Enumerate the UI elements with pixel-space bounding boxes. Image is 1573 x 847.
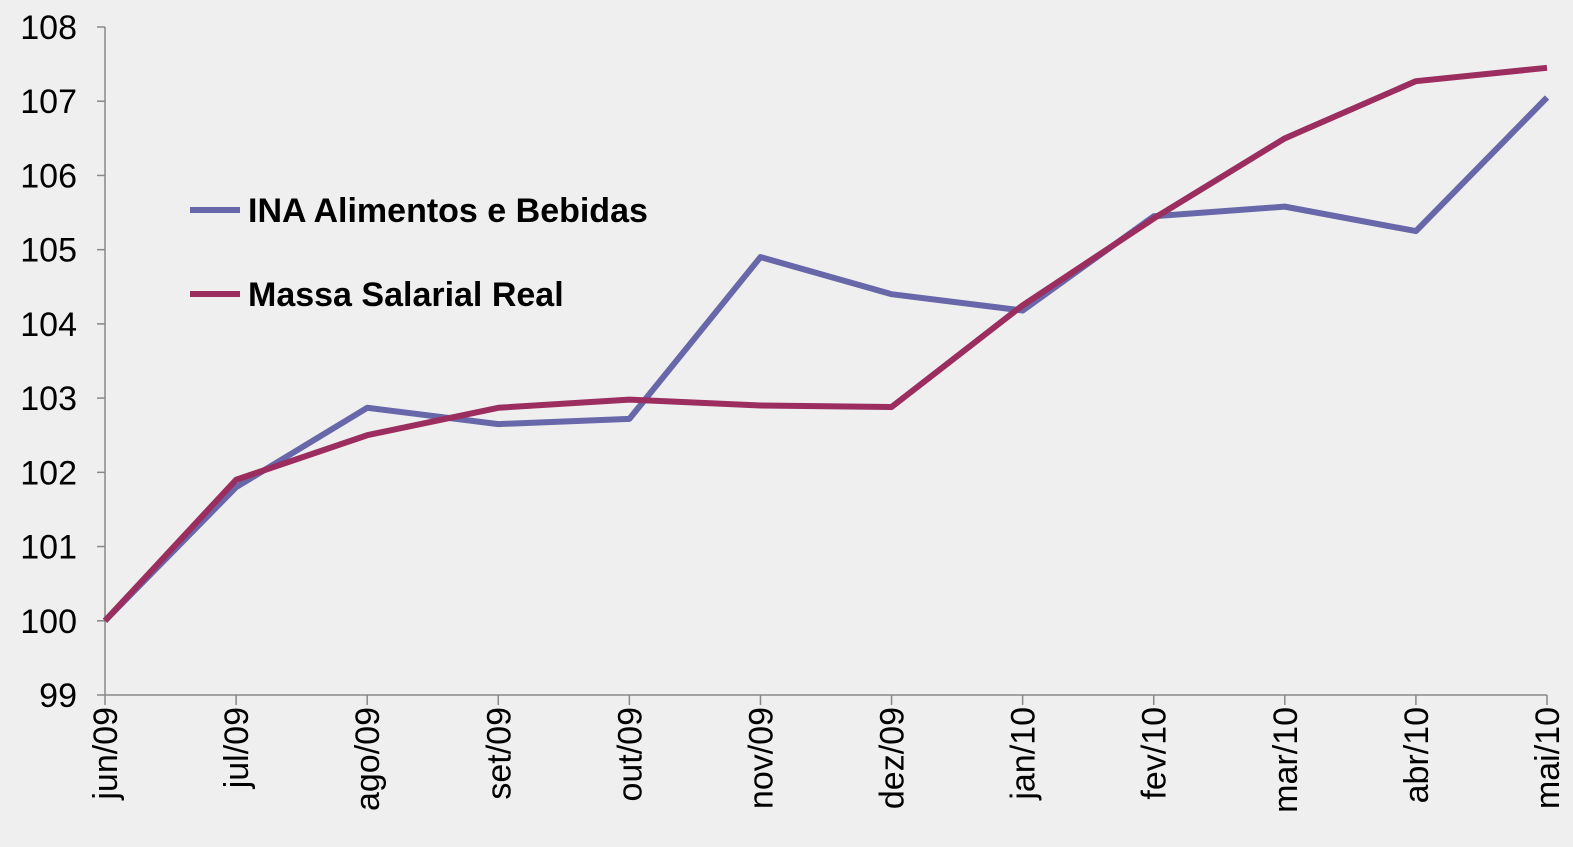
x-tick-label: abr/10 xyxy=(1398,707,1436,803)
y-tick-label: 106 xyxy=(20,157,77,195)
legend-label: Massa Salarial Real xyxy=(248,276,564,314)
x-tick-label: fev/10 xyxy=(1136,707,1174,800)
x-tick-label: set/09 xyxy=(480,707,518,800)
x-tick-label: jul/09 xyxy=(218,707,256,789)
x-tick-label: jun/09 xyxy=(87,707,125,801)
y-tick-label: 108 xyxy=(20,9,77,47)
x-tick-label: dez/09 xyxy=(874,707,912,809)
x-tick-label: jan/10 xyxy=(1005,707,1043,801)
line xyxy=(102,95,1550,623)
legend-label: INA Alimentos e Bebidas xyxy=(248,192,648,230)
y-tick-label: 104 xyxy=(20,306,77,344)
x-tick-label: out/09 xyxy=(611,707,649,802)
y-tick-label: 99 xyxy=(39,677,77,715)
y-tick-label: 100 xyxy=(20,603,77,641)
y-tick-label: 105 xyxy=(20,232,77,270)
y-tick-label: 107 xyxy=(20,83,77,121)
y-tick-label: 103 xyxy=(20,380,77,418)
x-tick-label: mai/10 xyxy=(1529,707,1567,809)
y-tick-label: 102 xyxy=(20,454,77,492)
x-tick-label: ago/09 xyxy=(349,707,387,811)
y-tick-label: 101 xyxy=(20,529,77,567)
x-tick-label: nov/09 xyxy=(742,707,780,809)
line xyxy=(102,64,1548,623)
x-tick-label: mar/10 xyxy=(1267,707,1305,813)
